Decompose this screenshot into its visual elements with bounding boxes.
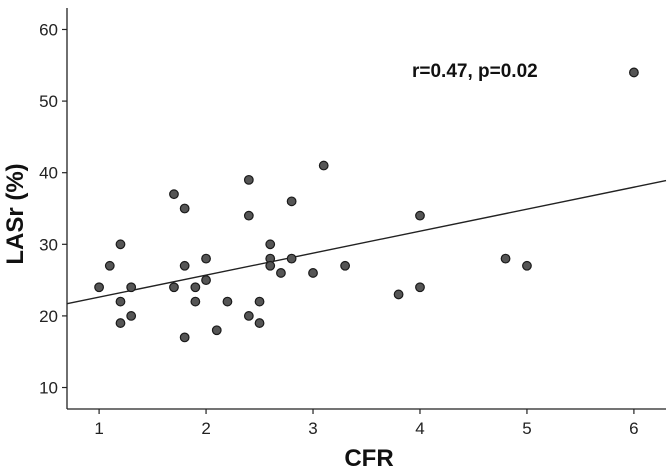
y-tick-label: 40 [39,164,58,183]
regression-line [66,179,667,305]
y-axis-title: LASr (%) [2,163,29,264]
y-tick-label: 20 [39,307,58,326]
y-tick-label: 30 [39,235,58,254]
data-point [500,253,511,264]
x-tick-label: 1 [94,419,103,438]
data-point [190,282,201,293]
x-tick-label: 4 [415,419,424,438]
data-point [115,318,126,328]
data-point [179,332,190,343]
x-tick-label: 2 [201,419,210,438]
data-point [265,260,276,271]
data-point [169,282,179,293]
data-point [179,203,190,214]
data-point [211,325,222,336]
data-points [94,67,639,343]
data-point [115,296,126,307]
data-point [265,239,276,250]
y-axis-ticks: 10 20 30 40 50 60 [39,20,67,398]
data-point [126,311,137,321]
data-point [340,260,351,271]
data-point [94,282,104,293]
data-point [169,189,179,200]
y-tick-label: 50 [39,92,58,111]
data-point [254,296,265,307]
x-tick-label: 6 [629,419,638,438]
data-point [393,289,404,300]
data-point [286,253,297,264]
data-point [104,260,115,271]
data-point [243,174,254,185]
data-point [318,160,329,171]
data-point [222,296,233,307]
data-point [179,260,190,271]
data-point [522,260,532,271]
correlation-annotation: r=0.47, p=0.02 [412,61,538,82]
data-point [286,196,297,207]
data-point [254,318,265,328]
data-point [243,210,254,221]
x-tick-label: 3 [308,419,317,438]
x-tick-label: 5 [522,419,531,438]
data-point [629,67,639,78]
data-point [276,268,286,278]
data-point [115,239,126,250]
x-axis-title: CFR [344,445,393,472]
data-point [201,275,211,286]
y-tick-label: 10 [39,379,58,398]
data-point [415,282,425,293]
x-axis-ticks: 1 2 3 4 5 6 [94,409,639,438]
data-point [308,268,318,278]
y-tick-label: 60 [39,20,58,39]
data-point [126,282,137,293]
data-point [201,253,211,264]
data-point [243,311,254,321]
data-point [190,296,201,307]
data-point [415,210,425,221]
